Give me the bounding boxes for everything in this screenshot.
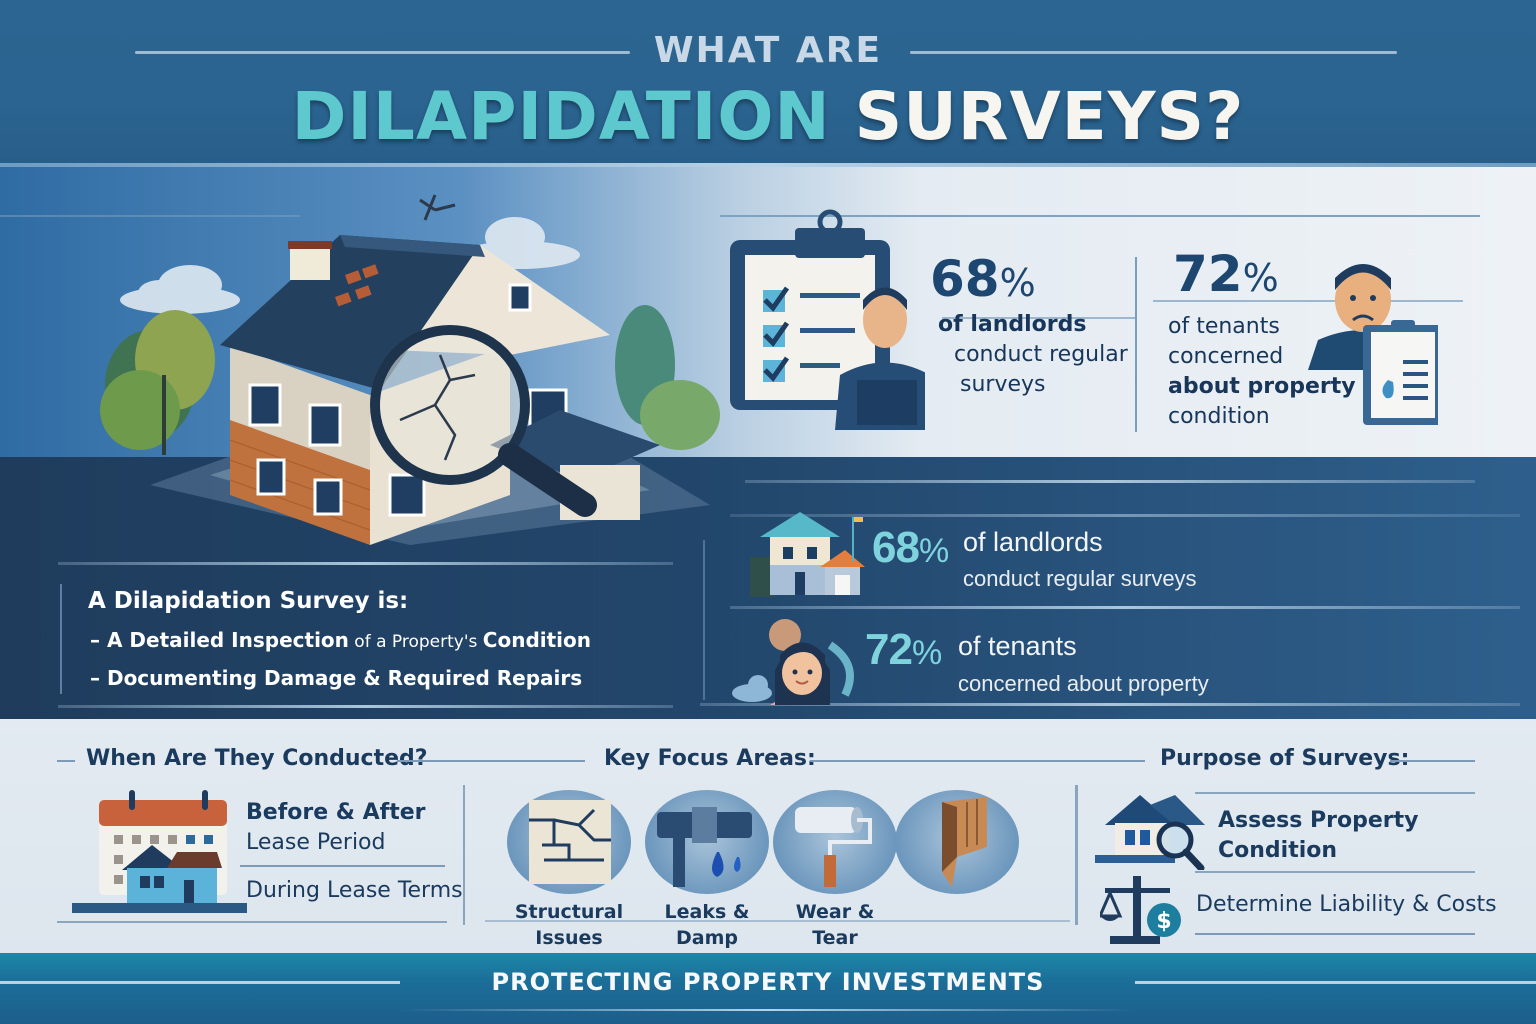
focus-rule-bottom bbox=[485, 920, 1070, 922]
when-heading: When Are They Conducted? bbox=[86, 746, 428, 771]
stat-vertical-divider bbox=[1135, 257, 1137, 432]
header-rule-left bbox=[135, 51, 630, 54]
band-vertical-divider bbox=[703, 540, 705, 700]
stat-card-tenants: 72% of tenants concerned about property … bbox=[1138, 240, 1463, 435]
when-vertical-divider bbox=[463, 785, 465, 925]
band-stat-line1: of landlords bbox=[963, 527, 1103, 557]
paint-roller-icon bbox=[795, 807, 872, 887]
band-stat-line2: conduct regular surveys bbox=[963, 566, 1197, 591]
definition-vertical-rule bbox=[60, 584, 62, 694]
leaking-pipe-icon bbox=[657, 807, 752, 887]
purpose-item-2: Determine Liability & Costs bbox=[1196, 892, 1497, 917]
definition-title: A Dilapidation Survey is: bbox=[88, 588, 409, 614]
header-kicker: WHAT ARE bbox=[653, 30, 883, 71]
tenant-girl-icon bbox=[732, 619, 854, 705]
stat-divider bbox=[942, 317, 1135, 319]
focus-item-leaks: Leaks & Damp bbox=[645, 790, 769, 951]
purpose-item-divider bbox=[1195, 871, 1475, 873]
peeling-wall-icon bbox=[942, 797, 987, 887]
band-stat-line2: concerned about property bbox=[958, 671, 1209, 696]
purpose-rule-top bbox=[1195, 792, 1475, 794]
stat-line4: condition bbox=[1168, 404, 1270, 429]
focus-heading: Key Focus Areas: bbox=[604, 746, 816, 771]
when-rule-right bbox=[397, 760, 482, 762]
stat-line2: conduct regular bbox=[954, 342, 1128, 367]
house-icon bbox=[750, 512, 865, 597]
when-rule-left bbox=[57, 760, 75, 762]
band-rule-1 bbox=[730, 514, 1520, 517]
stat-line3: surveys bbox=[960, 372, 1046, 397]
header-rule-right bbox=[910, 51, 1397, 54]
when-rule-bottom bbox=[57, 921, 447, 923]
focus-item-peeling bbox=[895, 790, 1019, 894]
stat-divider bbox=[1153, 300, 1463, 302]
stat-line2: concerned bbox=[1168, 344, 1284, 369]
band-rule-2 bbox=[730, 606, 1520, 609]
when-item-1: Before & After Lease Period bbox=[246, 800, 426, 855]
upper-rule-right bbox=[720, 215, 1480, 217]
purpose-rule-left bbox=[1070, 760, 1145, 762]
upper-rule-left bbox=[0, 215, 300, 217]
purpose-left-rule bbox=[1076, 785, 1078, 925]
focus-item-structural: Structural Issues bbox=[507, 790, 631, 951]
footer-underline bbox=[400, 1009, 1136, 1011]
house-magnifier-illustration-icon bbox=[100, 194, 720, 545]
clipboard-checklist-inspector-icon bbox=[730, 209, 925, 430]
band-stat-tenants: 72% of tenants concerned about property bbox=[730, 610, 1520, 710]
focus-item-wear: Wear & Tear bbox=[773, 790, 897, 951]
stat-value: 68% bbox=[930, 250, 1036, 308]
header-divider bbox=[0, 163, 1536, 167]
title-accent: DILAPIDATION bbox=[291, 78, 831, 155]
stat-line1: of tenants bbox=[1168, 314, 1280, 339]
purpose-item-1: Assess Property Condition bbox=[1218, 808, 1419, 863]
dollar-glyph: $ bbox=[1156, 909, 1171, 934]
focus-rule-left bbox=[480, 760, 585, 762]
band-rule-top bbox=[745, 480, 1475, 483]
stat-line1: of landlords bbox=[938, 312, 1087, 337]
band-stat-value: 68% bbox=[872, 523, 949, 572]
scales-dollar-icon: $ bbox=[1100, 876, 1181, 944]
band-stat-line1: of tenants bbox=[958, 631, 1077, 661]
footer-rule-right bbox=[1135, 981, 1536, 984]
when-item-2: During Lease Terms bbox=[246, 878, 463, 903]
definition-rule-top bbox=[58, 562, 673, 565]
page-title: DILAPIDATION SURVEYS? bbox=[0, 78, 1536, 155]
house-illustration bbox=[90, 185, 730, 555]
band-stat-landlords: 68% of landlords conduct regular surveys bbox=[730, 505, 1520, 605]
footer-tagline: PROTECTING PROPERTY INVESTMENTS bbox=[491, 968, 1045, 996]
stat-value: 72% bbox=[1173, 245, 1279, 303]
calendar-house-icon bbox=[72, 790, 247, 913]
footer-rule-left bbox=[0, 981, 400, 984]
definition-item-2: – Documenting Damage & Required Repairs bbox=[90, 666, 583, 690]
stat-card-landlords: 68% of landlords conduct regular surveys bbox=[720, 195, 1140, 435]
header-banner bbox=[0, 0, 1536, 165]
focus-rule-right bbox=[810, 760, 1080, 762]
title-plain: SURVEYS? bbox=[854, 78, 1245, 155]
worried-tenant-clipboard-icon bbox=[1308, 264, 1438, 425]
stat-line3: about property bbox=[1168, 374, 1356, 399]
purpose-rule-bottom bbox=[1195, 933, 1475, 935]
when-item-divider bbox=[240, 865, 445, 867]
definition-item-1: – A Detailed Inspection of a Property's … bbox=[90, 628, 592, 652]
house-magnifier-icon bbox=[1095, 795, 1205, 870]
definition-rule-bottom bbox=[58, 705, 673, 708]
band-rule-3 bbox=[700, 703, 1520, 706]
purpose-heading: Purpose of Surveys: bbox=[1160, 746, 1410, 771]
footer-banner bbox=[0, 953, 1536, 1024]
wall-crack-icon bbox=[529, 800, 611, 884]
purpose-rule-right bbox=[1390, 760, 1475, 762]
band-stat-value: 72% bbox=[865, 625, 942, 674]
definition-block: A Dilapidation Survey is: – A Detailed I… bbox=[60, 575, 680, 705]
